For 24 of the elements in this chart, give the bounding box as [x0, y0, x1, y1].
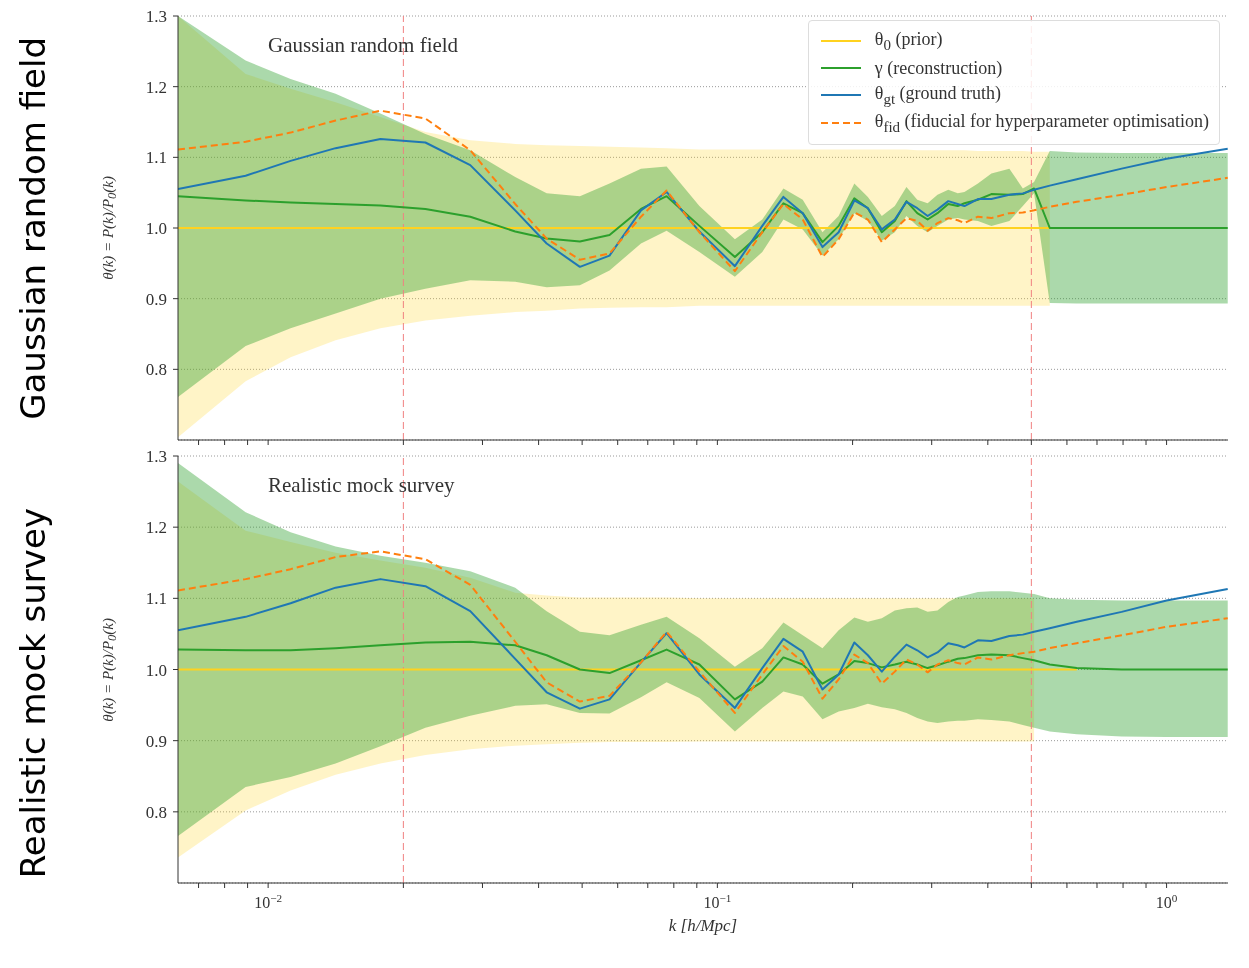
y-tick-label: 0.8: [145, 360, 167, 380]
legend-label: γ (reconstruction): [874, 57, 1003, 79]
x-axis-title: k [h/Mpc]: [667, 916, 739, 936]
y-tick-label: 0.9: [145, 289, 167, 309]
x-tick-label: 10$^{0}$: [1155, 892, 1178, 911]
y-tick-label: 1.2: [145, 77, 167, 97]
y-tick-label: 0.8: [145, 802, 167, 822]
y-tick-label: 0.9: [145, 731, 167, 751]
annotation: Gaussian random field: [268, 33, 459, 58]
legend-label: θ$_{fid}$ (fiducial for hyperparameter optimisation): [874, 111, 1209, 136]
y-tick-label: 1.0: [145, 219, 167, 238]
y-tick-label: 1.2: [145, 518, 167, 538]
y-tick-label: 1.0: [145, 660, 167, 680]
legend-label: θ$_{0}$ (prior): [874, 29, 943, 54]
legend-label: θ$_{gt}$ (ground truth): [874, 82, 1002, 108]
y-tick-label: 1.3: [145, 447, 167, 466]
y-tick-label: 1.1: [145, 148, 167, 168]
x-tick-label: 10$^{−2}$: [254, 892, 283, 911]
y-tick-label: 1.1: [145, 589, 167, 609]
y-tick-label: 1.3: [145, 7, 167, 26]
annotation: Realistic mock survey: [268, 473, 455, 498]
text: Gaussian random field: [13, 36, 54, 420]
x-tick-label: 10$^{−1}$: [703, 892, 732, 911]
text: Realistic mock survey: [13, 507, 54, 879]
